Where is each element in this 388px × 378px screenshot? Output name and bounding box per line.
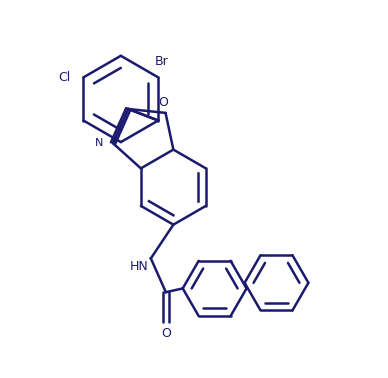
- Text: O: O: [161, 327, 171, 340]
- Text: O: O: [159, 96, 169, 109]
- Text: Cl: Cl: [58, 71, 70, 84]
- Text: Br: Br: [155, 55, 169, 68]
- Text: HN: HN: [130, 260, 149, 273]
- Text: N: N: [95, 138, 104, 148]
